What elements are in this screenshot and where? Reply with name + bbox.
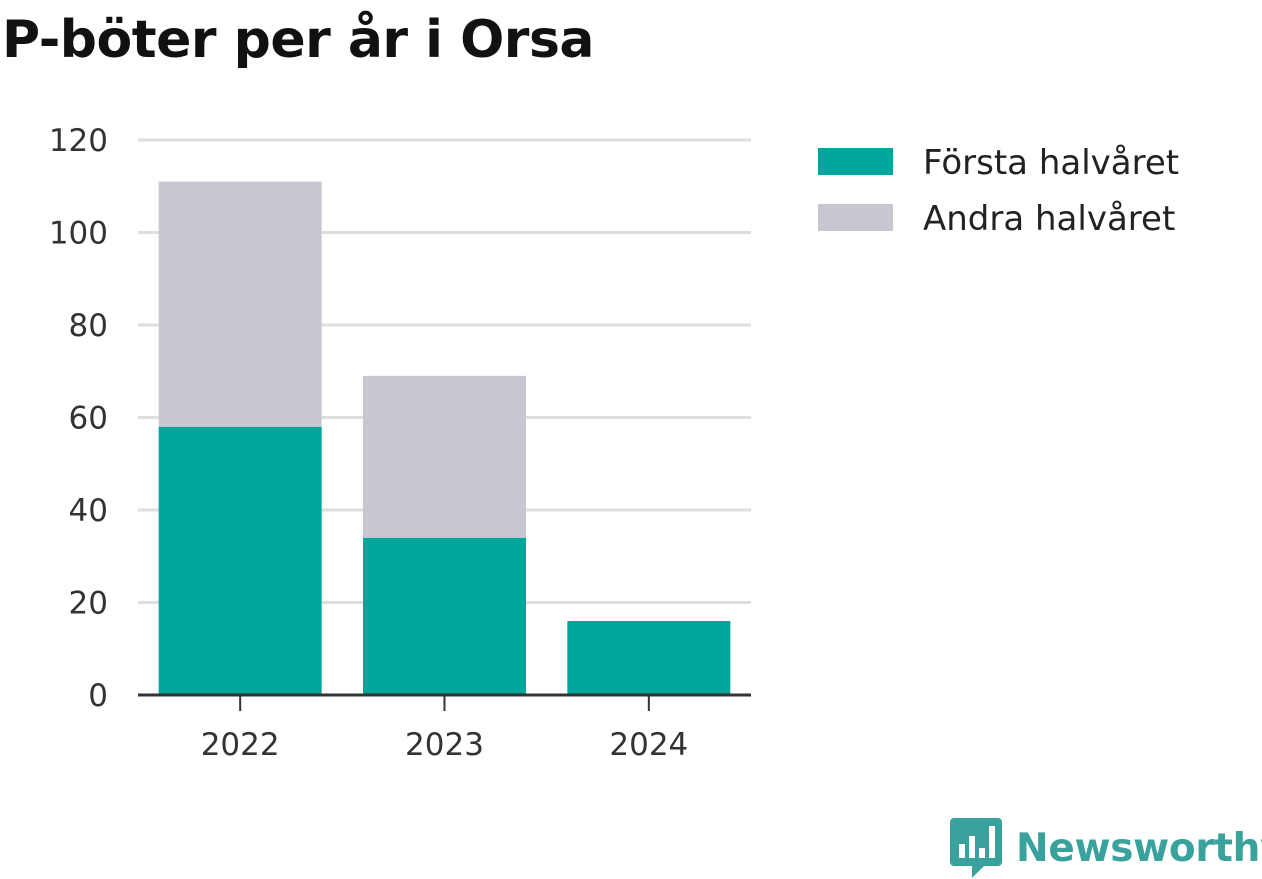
bar-2023-series-0: [363, 537, 526, 695]
x-tick-label: 2023: [405, 727, 484, 763]
legend: Första halvåret Andra halvåret: [818, 143, 1179, 239]
y-tick-label: 100: [49, 216, 108, 252]
newsworthy-logo: Newsworthy: [950, 818, 1262, 878]
legend-swatch-1: [818, 204, 893, 231]
legend-swatch-0: [818, 148, 893, 175]
legend-label-1: Andra halvåret: [923, 199, 1175, 239]
bar-2022-series-1: [158, 181, 322, 427]
y-tick-label: 0: [88, 678, 108, 714]
bar-2023-series-1: [363, 375, 526, 538]
y-tick-label: 20: [69, 586, 108, 622]
y-tick-label: 120: [49, 123, 108, 159]
bar-2022-series-0: [158, 426, 322, 695]
axes: 0 20 40 60 80 100 120 2022 2023 2024: [49, 123, 751, 763]
bar-2024-series-0: [567, 621, 731, 695]
newsworthy-logo-text: Newsworthy: [1016, 825, 1262, 871]
x-tick-label: 2022: [201, 727, 280, 763]
bars: [158, 181, 731, 695]
legend-label-0: Första halvåret: [923, 143, 1179, 183]
chart-title: P-böter per år i Orsa: [2, 10, 595, 70]
y-tick-label: 80: [69, 308, 108, 344]
newsworthy-logo-icon: [950, 818, 1002, 878]
y-tick-label: 60: [69, 401, 108, 437]
y-tick-label: 40: [69, 493, 108, 529]
x-tick-label: 2024: [609, 727, 688, 763]
